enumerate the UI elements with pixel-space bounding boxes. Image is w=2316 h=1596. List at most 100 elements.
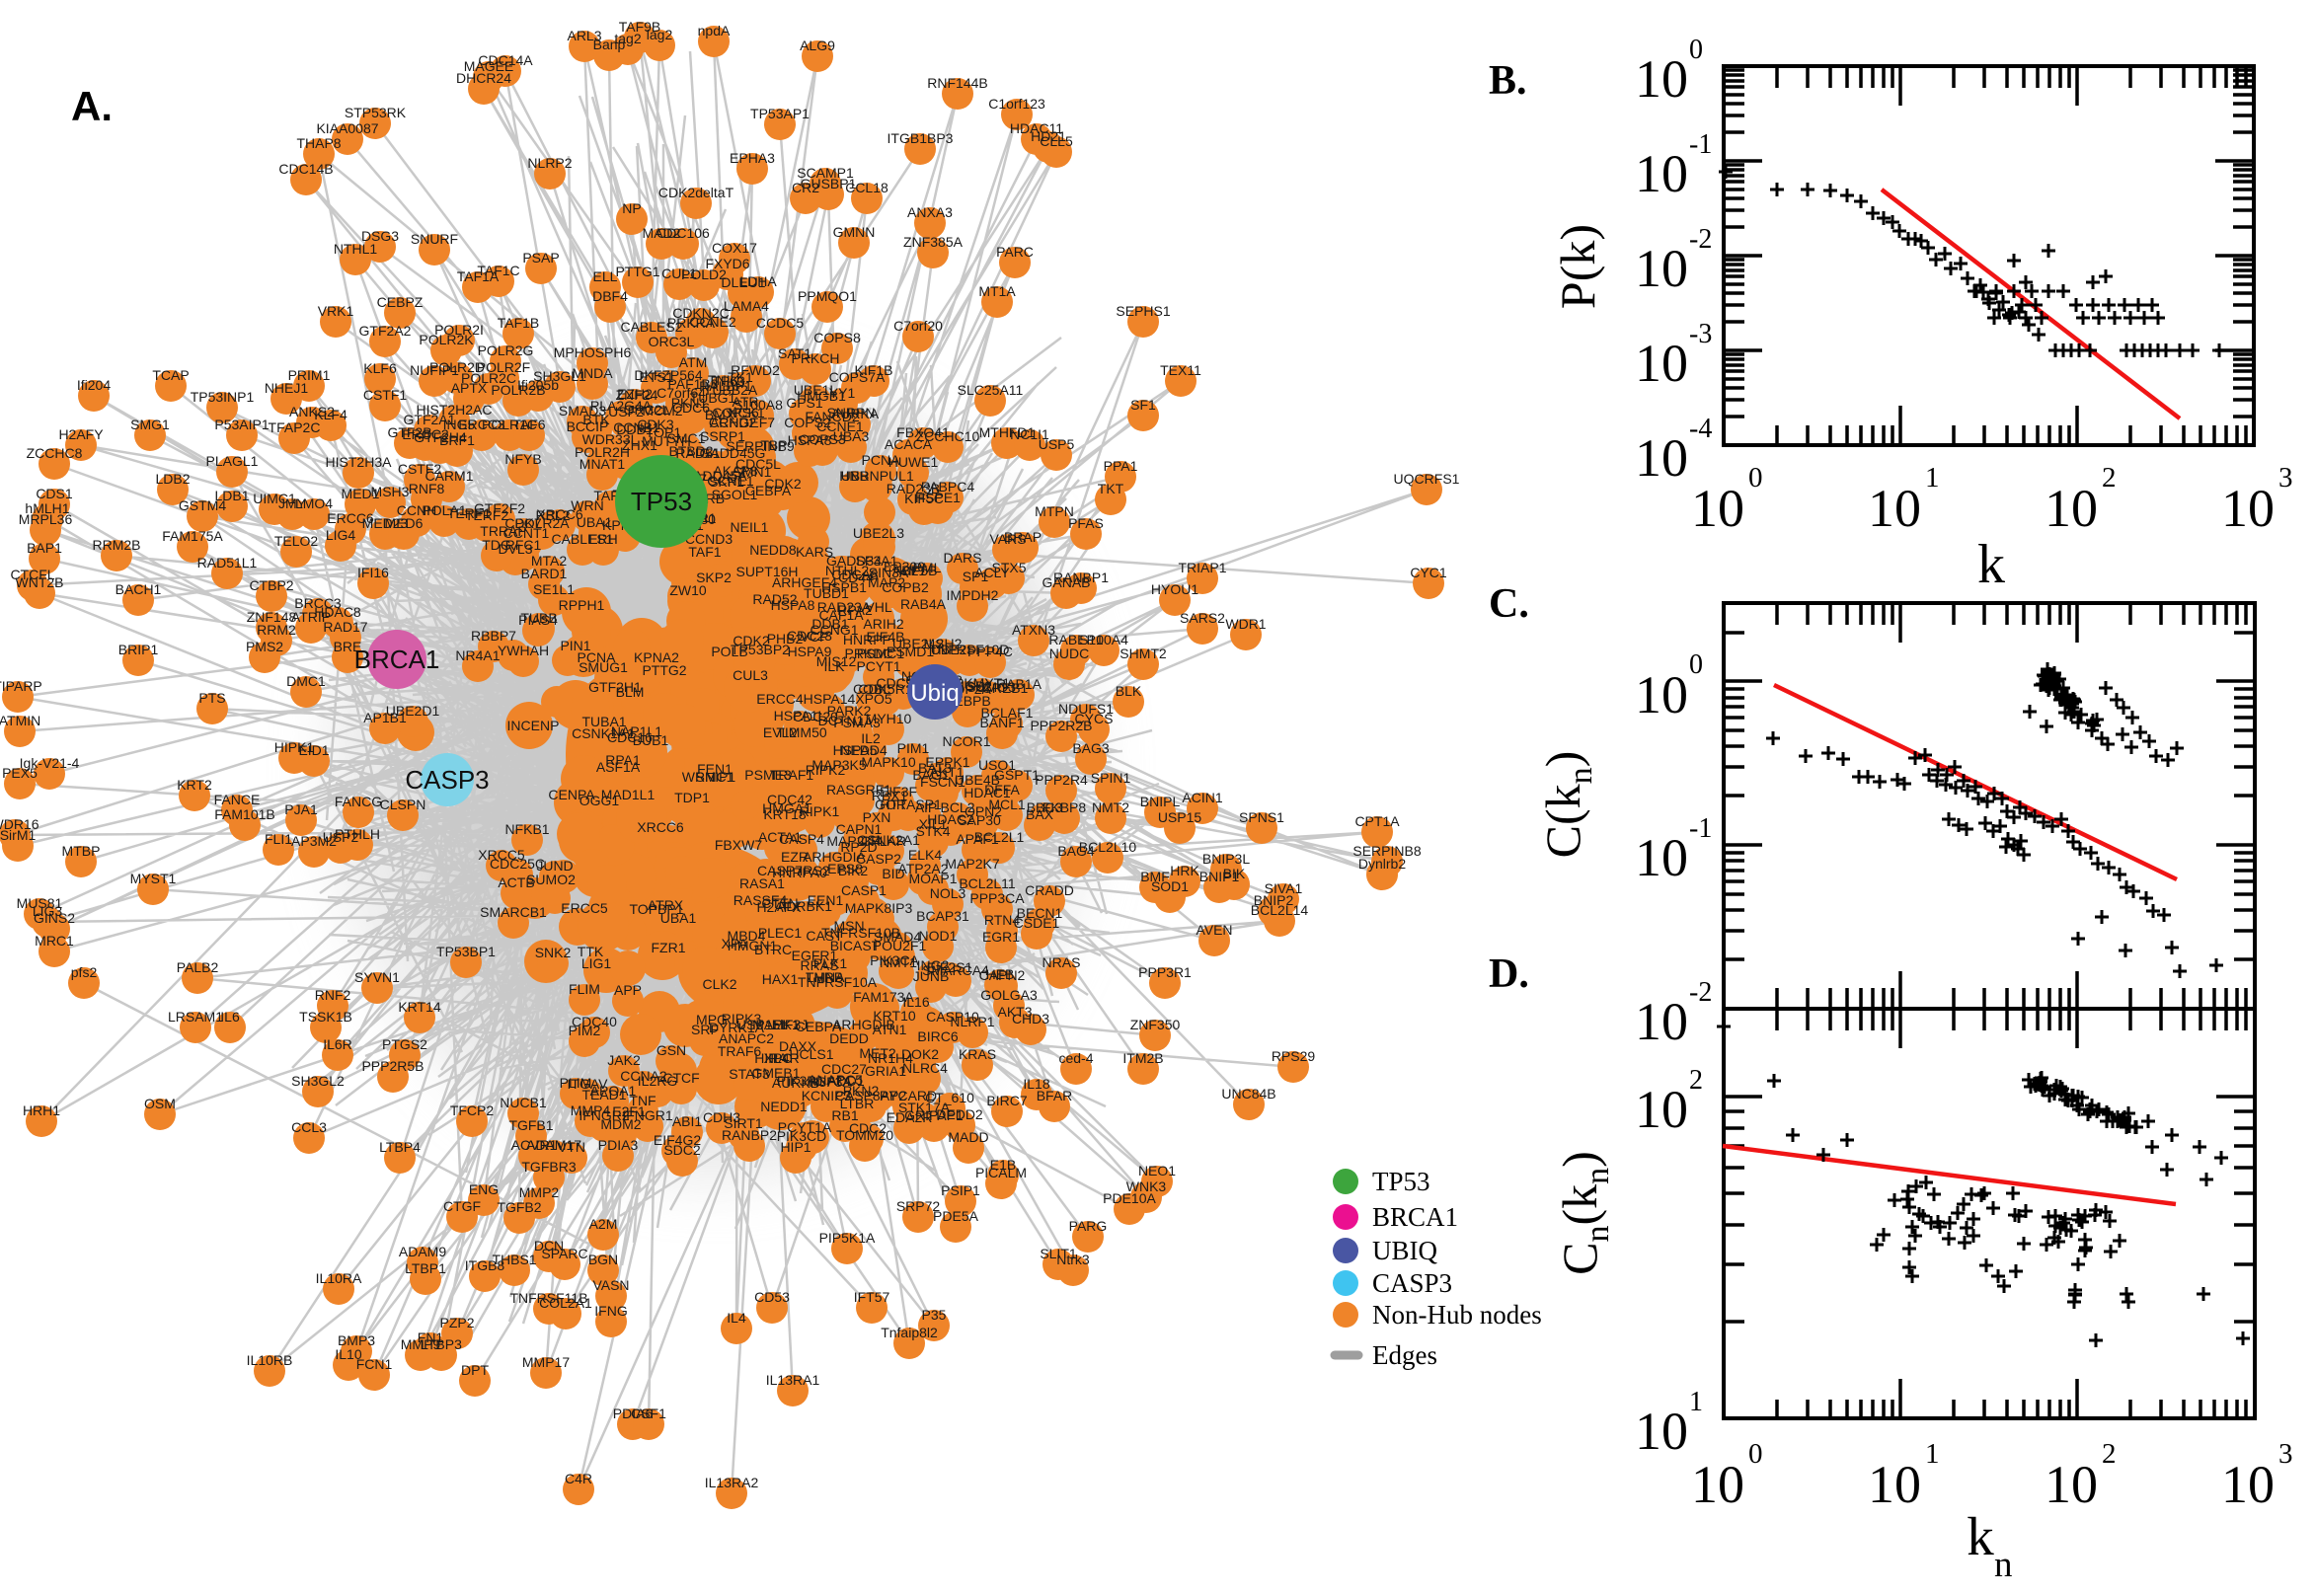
svg-text:WDR33L: WDR33L [582, 431, 639, 447]
svg-text:UQCRFS1: UQCRFS1 [1394, 471, 1460, 487]
svg-text:RFWD2: RFWD2 [731, 362, 780, 378]
svg-text:ENG: ENG [469, 1181, 499, 1197]
svg-text:0: 0 [1748, 462, 1763, 494]
svg-text:CCNB1: CCNB1 [613, 419, 660, 435]
svg-text:ZCCHC8: ZCCHC8 [27, 445, 83, 461]
svg-text:EIF2S1: EIF2S1 [927, 959, 973, 975]
svg-text:HDAC2: HDAC2 [927, 811, 974, 827]
svg-text:PIM2: PIM2 [569, 1023, 601, 1038]
svg-text:BNIP2: BNIP2 [1254, 892, 1294, 908]
svg-text:CAF1A: CAF1A [818, 607, 864, 623]
svg-text:CDC14A: CDC14A [478, 52, 533, 68]
svg-text:PTTG2: PTTG2 [642, 662, 686, 678]
svg-text:APOA1: APOA1 [590, 1083, 637, 1099]
svg-text:ZHX1: ZHX1 [622, 437, 657, 453]
svg-text:MSN: MSN [833, 918, 864, 934]
svg-text:HD21: HD21 [1031, 128, 1066, 144]
svg-text:TP53BP2: TP53BP2 [731, 642, 790, 657]
svg-text:POLB: POLB [711, 644, 747, 659]
svg-text:HIST2H3A: HIST2H3A [326, 454, 393, 470]
svg-text:RNF2: RNF2 [315, 987, 351, 1003]
svg-text:COPS6: COPS6 [712, 405, 759, 420]
svg-text:CUL3: CUL3 [733, 667, 768, 683]
svg-text:VCP: VCP [801, 629, 829, 645]
svg-text:EVL2: EVL2 [763, 724, 797, 740]
svg-text:BRCC3: BRCC3 [294, 595, 342, 611]
svg-text:VARS: VARS [989, 531, 1026, 547]
svg-text:PPP2R4: PPP2R4 [1035, 772, 1088, 788]
svg-text:FKBP8: FKBP8 [1042, 799, 1087, 815]
svg-text:TP53: TP53 [1372, 1167, 1430, 1196]
svg-text:CASP3: CASP3 [1372, 1268, 1452, 1298]
svg-text:UBE2D1: UBE2D1 [386, 703, 440, 719]
svg-text:E1B: E1B [990, 1157, 1016, 1173]
svg-text:C4R: C4R [565, 1471, 592, 1486]
svg-text:ARIH2: ARIH2 [863, 616, 903, 632]
svg-text:CDK3: CDK3 [637, 417, 674, 432]
svg-text:SH3GL1: SH3GL1 [533, 368, 586, 384]
svg-text:JAK2: JAK2 [607, 1052, 641, 1068]
svg-text:AIP: AIP [915, 799, 938, 815]
svg-text:ATRX: ATRX [648, 897, 684, 913]
svg-text:GRIPAP1: GRIPAP1 [904, 1107, 964, 1123]
svg-text:RIPK3: RIPK3 [722, 1011, 762, 1026]
svg-text:10: 10 [1635, 428, 1688, 488]
svg-text:HMGN1: HMGN1 [728, 938, 778, 953]
svg-text:CCDC5: CCDC5 [756, 315, 804, 331]
svg-text:IL2RG: IL2RG [638, 1073, 677, 1089]
svg-text:HDAC8: HDAC8 [314, 604, 361, 620]
svg-text:SRP72: SRP72 [896, 1198, 941, 1214]
svg-text:COX17: COX17 [712, 240, 757, 256]
svg-text:HSPE1: HSPE1 [915, 490, 961, 505]
svg-text:CCL3: CCL3 [291, 1119, 327, 1135]
svg-text:TIPARP: TIPARP [0, 678, 42, 694]
svg-text:SLC25A11: SLC25A11 [958, 382, 1024, 398]
svg-text:RBX1: RBX1 [872, 788, 908, 803]
svg-text:MSH3: MSH3 [371, 484, 410, 499]
svg-text:MADD: MADD [948, 1129, 988, 1145]
svg-text:RANBP2: RANBP2 [722, 1127, 777, 1143]
svg-text:CSNK1A1: CSNK1A1 [572, 725, 635, 741]
svg-text:3: 3 [2278, 462, 2293, 494]
svg-text:FEN1: FEN1 [697, 761, 733, 777]
svg-text:ARL3: ARL3 [567, 28, 601, 43]
svg-text:E2F1: E2F1 [612, 1103, 646, 1119]
svg-text:C(kn): C(kn) [1535, 751, 1599, 859]
svg-text:XRCC6: XRCC6 [536, 506, 583, 522]
svg-text:SAP30: SAP30 [958, 812, 1001, 828]
svg-text:ZNF24: ZNF24 [616, 387, 658, 403]
svg-text:3: 3 [2278, 1438, 2293, 1470]
svg-text:ACTA1: ACTA1 [758, 829, 802, 845]
svg-text:CENPA: CENPA [548, 787, 595, 802]
svg-text:BANF1: BANF1 [979, 715, 1024, 730]
svg-text:MPHOSPH6: MPHOSPH6 [554, 344, 632, 360]
svg-text:FANCD2: FANCD2 [805, 409, 859, 424]
svg-text:ERCC6: ERCC6 [327, 510, 374, 526]
svg-text:HYOU1: HYOU1 [1151, 581, 1198, 597]
svg-text:RRAS: RRAS [801, 957, 839, 973]
svg-text:P(k): P(k) [1550, 224, 1605, 309]
svg-text:SIN3A: SIN3A [869, 565, 909, 580]
svg-text:KIF1B: KIF1B [855, 362, 893, 378]
svg-text:KLF6: KLF6 [363, 360, 397, 376]
svg-text:CCNG1: CCNG1 [810, 622, 858, 638]
svg-text:2: 2 [1689, 1065, 1703, 1096]
svg-text:SF1: SF1 [1130, 397, 1156, 413]
svg-text:CAPN1: CAPN1 [836, 821, 883, 837]
svg-text:PIM1: PIM1 [897, 740, 930, 756]
svg-text:1: 1 [1925, 1438, 1940, 1470]
svg-text:PEX5: PEX5 [2, 765, 38, 781]
svg-text:PPMQO1: PPMQO1 [798, 288, 857, 304]
svg-text:ING5: ING5 [443, 417, 476, 432]
svg-text:CD53: CD53 [754, 1289, 790, 1305]
svg-text:FBXO41: FBXO41 [896, 424, 950, 440]
svg-text:SMAD4: SMAD4 [874, 929, 921, 945]
svg-text:MNAT1: MNAT1 [579, 456, 626, 472]
svg-text:TFAP2C: TFAP2C [269, 419, 321, 435]
svg-text:SMG1: SMG1 [130, 417, 170, 432]
svg-text:GTF2H1: GTF2H1 [588, 679, 642, 695]
svg-text:VHL: VHL [865, 599, 891, 615]
svg-text:BIRC6: BIRC6 [917, 1028, 958, 1044]
svg-text:ERCC5: ERCC5 [561, 900, 608, 916]
svg-text:PABPC4: PABPC4 [921, 479, 974, 494]
